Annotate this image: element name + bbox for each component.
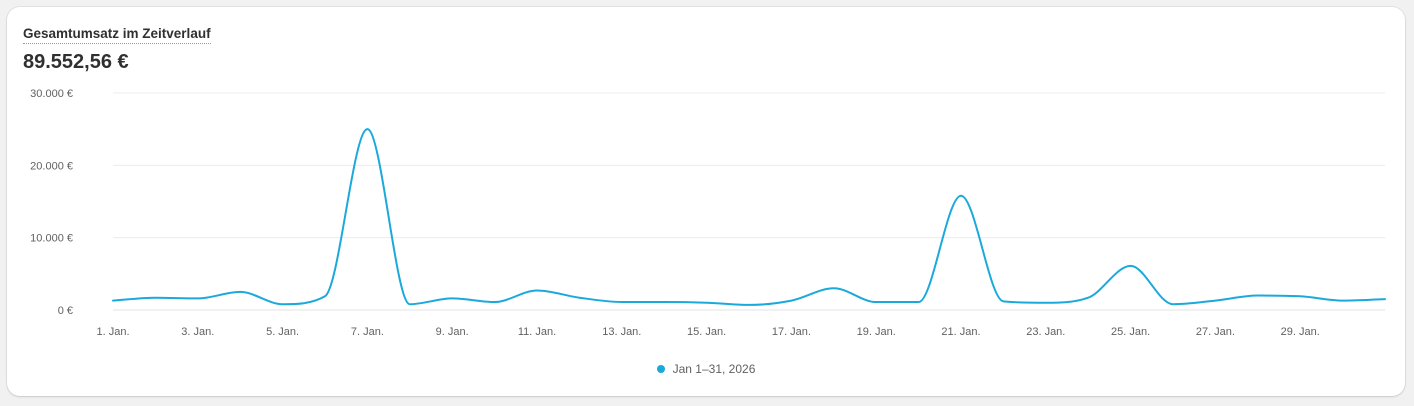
series-line[interactable] bbox=[112, 128, 1386, 306]
x-tick-label: 1. Jan. bbox=[96, 326, 129, 338]
x-tick-label: 9. Jan. bbox=[436, 326, 469, 338]
x-tick-label: 7. Jan. bbox=[351, 326, 384, 338]
legend-dot-icon bbox=[656, 365, 665, 373]
y-tick-label: 0 € bbox=[58, 305, 73, 317]
legend-item[interactable]: Jan 1–31, 2026 bbox=[656, 362, 756, 376]
x-tick-label: 17. Jan. bbox=[772, 326, 811, 338]
x-axis-labels: 1. Jan. 3. Jan. 5. Jan. 7. Jan. 9. Jan. 11. J… bbox=[96, 326, 1319, 338]
x-tick-label: 5. Jan. bbox=[266, 326, 299, 338]
x-tick-label: 13. Jan. bbox=[602, 326, 641, 338]
x-tick-label: 23. Jan. bbox=[1026, 326, 1065, 338]
chart-legend: Jan 1–31, 2026 bbox=[7, 362, 1405, 376]
y-tick-label: 10.000 € bbox=[30, 233, 73, 245]
x-tick-label: 21. Jan. bbox=[941, 326, 980, 338]
x-tick-label: 3. Jan. bbox=[181, 326, 214, 338]
x-tick-label: 29. Jan. bbox=[1281, 326, 1320, 338]
series-lines bbox=[112, 128, 1386, 306]
x-tick-label: 15. Jan. bbox=[687, 326, 726, 338]
y-tick-label: 20.000 € bbox=[30, 160, 73, 172]
x-tick-label: 11. Jan. bbox=[518, 326, 556, 338]
sales-over-time-card: Gesamtumsatz im Zeitverlauf 89.552,56 € … bbox=[7, 7, 1405, 396]
x-tick-label: 25. Jan. bbox=[1111, 326, 1150, 338]
grid-lines bbox=[113, 92, 1385, 311]
x-tick-label: 19. Jan. bbox=[857, 326, 896, 338]
y-axis-labels: 0 € 10.000 € 20.000 € 30.000 € bbox=[30, 88, 73, 317]
legend-label: Jan 1–31, 2026 bbox=[672, 362, 756, 376]
y-tick-label: 30.000 € bbox=[30, 88, 73, 100]
chart-title[interactable]: Gesamtumsatz im Zeitverlauf bbox=[23, 26, 211, 44]
total-sales-value: 89.552,56 € bbox=[23, 51, 129, 73]
line-chart: 0 € 10.000 € 20.000 € 30.000 € 1. Jan. 3. Ja… bbox=[30, 88, 1386, 338]
x-tick-label: 27. Jan. bbox=[1196, 326, 1235, 338]
